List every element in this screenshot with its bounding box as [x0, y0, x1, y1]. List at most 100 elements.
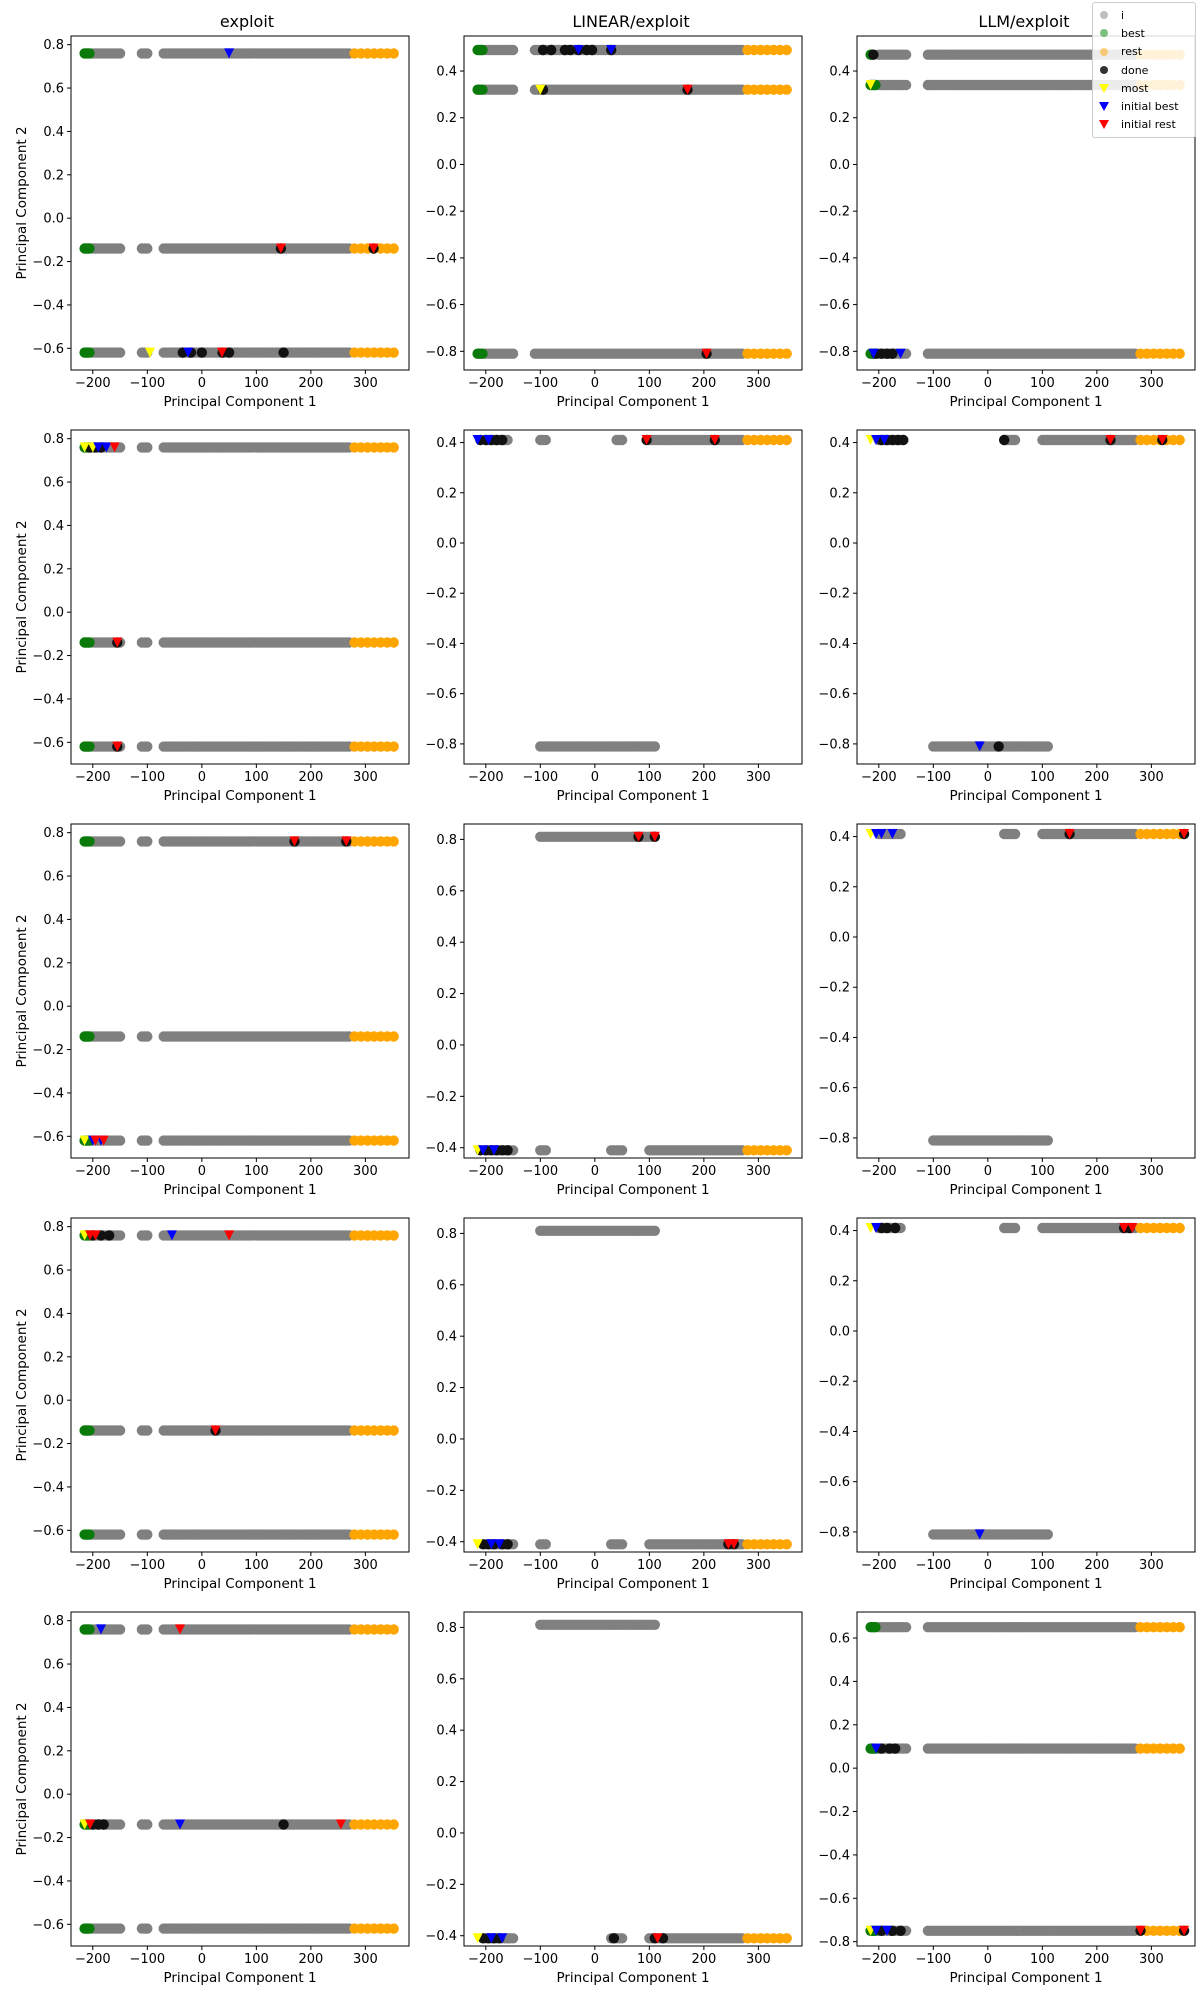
y-tick-label: 0.6 — [43, 870, 64, 885]
marker-initial-best — [879, 435, 890, 445]
y-tick-label: −0.6 — [425, 687, 457, 702]
x-tick-label: 100 — [244, 1558, 269, 1573]
x-tick-label: −100 — [915, 1164, 951, 1179]
x-tick-label: 0 — [198, 770, 206, 785]
y-tick-label: −0.8 — [425, 737, 457, 752]
x-tick-label: 300 — [1139, 1952, 1164, 1967]
y-tick-label: −0.4 — [32, 1480, 64, 1495]
x-tick-label: −200 — [861, 770, 897, 785]
marker-initial-best — [93, 442, 104, 453]
axes-frame — [856, 823, 1196, 1159]
y-tick-label: −0.2 — [32, 1831, 64, 1846]
y-tick-label: 0.0 — [829, 1325, 850, 1340]
subplot-1: −200 −100 0 100 200 300 −0.6 −0.4 −0.2 0.0 0.2 0.4 0… — [14, 35, 410, 410]
point-i — [1042, 741, 1054, 752]
point-rest — [781, 348, 792, 359]
y-tick-label: −0.4 — [818, 637, 850, 652]
marker-initial-best — [183, 347, 194, 358]
x-axis-label: Principal Component 1 — [163, 394, 316, 410]
x-tick-label: 100 — [244, 770, 269, 785]
y-tick-label: 0.2 — [436, 1775, 457, 1790]
y-tick-label: 0.2 — [829, 486, 850, 501]
y-axis-label: Principal Component 2 — [14, 1308, 30, 1461]
point-i — [616, 1145, 628, 1156]
marker-initial-rest — [641, 435, 652, 445]
x-axis-label: Principal Component 1 — [556, 394, 709, 410]
x-tick-label: −200 — [468, 770, 504, 785]
x-tick-label: 100 — [1030, 1164, 1055, 1179]
x-tick-label: −200 — [468, 1164, 504, 1179]
x-tick-label: 0 — [591, 1952, 599, 1967]
point-i — [142, 243, 153, 254]
y-tick-label: −0.8 — [425, 345, 457, 360]
x-axis-label: Principal Component 1 — [949, 1576, 1102, 1592]
x-tick-label: 300 — [1139, 1164, 1164, 1179]
y-tick-label: 0.6 — [436, 884, 457, 899]
marker-initial-best — [974, 741, 985, 752]
y-tick-label: −0.6 — [32, 342, 64, 357]
legend-label: done — [1121, 63, 1149, 77]
y-tick-label: 0.2 — [436, 111, 457, 126]
x-tick-label: 100 — [244, 1952, 269, 1967]
y-tick-label: −0.8 — [818, 345, 850, 360]
y-tick-label: 0.6 — [436, 1278, 457, 1293]
y-tick-label: 0.0 — [43, 606, 64, 621]
x-tick-label: −100 — [129, 770, 165, 785]
y-tick-label: 0.4 — [43, 1307, 64, 1322]
x-tick-label: 100 — [1030, 376, 1055, 391]
marker-most — [472, 1539, 483, 1550]
y-tick-label: −0.6 — [32, 1524, 64, 1539]
marker-initial-rest — [652, 1933, 663, 1944]
point-best — [84, 48, 95, 59]
y-tick-label: −0.4 — [818, 251, 850, 266]
point-i — [114, 1923, 126, 1934]
point-rest — [781, 1539, 792, 1550]
x-tick-label: 200 — [298, 770, 323, 785]
point-done — [278, 1819, 289, 1830]
y-tick-label: −0.4 — [425, 1929, 457, 1944]
x-tick-label: −200 — [861, 1952, 897, 1967]
marker-initial-rest — [1064, 829, 1075, 839]
point-best — [477, 44, 488, 56]
point-i — [142, 1923, 153, 1934]
y-tick-label: −0.4 — [818, 1031, 850, 1046]
x-tick-label: 100 — [244, 1164, 269, 1179]
point-rest — [388, 48, 399, 59]
x-tick-label: −100 — [129, 1558, 165, 1573]
point-i — [142, 1529, 153, 1540]
legend-label: best — [1121, 26, 1145, 40]
x-tick-label: 300 — [1139, 1558, 1164, 1573]
y-tick-label: −0.6 — [32, 1130, 64, 1145]
y-tick-label: 0.4 — [43, 125, 64, 140]
marker-initial-rest — [109, 442, 120, 453]
point-done — [999, 434, 1010, 446]
marker-initial-rest — [1157, 435, 1168, 445]
point-best — [84, 243, 95, 254]
x-axis-label: Principal Component 1 — [163, 1970, 316, 1986]
point-done — [895, 1925, 906, 1937]
x-tick-label: 200 — [1084, 770, 1109, 785]
point-rest — [388, 1230, 399, 1241]
x-tick-label: 300 — [746, 1164, 771, 1179]
y-tick-label: 0.8 — [43, 432, 64, 447]
marker-initial-best — [606, 45, 617, 55]
x-tick-label: −100 — [522, 1952, 558, 1967]
point-rest — [1174, 1622, 1185, 1633]
y-axis-label: Principal Component 2 — [14, 1702, 30, 1855]
marker-initial-best — [974, 1529, 985, 1540]
y-tick-label: 0.2 — [829, 1274, 850, 1289]
y-tick-label: −0.2 — [818, 1375, 850, 1390]
y-tick-label: −0.4 — [32, 1086, 64, 1101]
y-tick-label: 0.8 — [43, 1614, 64, 1629]
y-tick-label: 0.4 — [43, 519, 64, 534]
y-tick-label: −0.6 — [32, 736, 64, 751]
y-tick-label: 0.0 — [43, 1394, 64, 1409]
x-tick-label: −200 — [468, 1558, 504, 1573]
x-tick-label: 300 — [746, 376, 771, 391]
point-i — [895, 828, 906, 840]
point-rest — [1174, 1743, 1185, 1754]
x-tick-label: 100 — [637, 1952, 662, 1967]
legend-marker — [1099, 102, 1109, 112]
point-done — [608, 1933, 620, 1944]
y-tick-label: 0.4 — [43, 1701, 64, 1716]
